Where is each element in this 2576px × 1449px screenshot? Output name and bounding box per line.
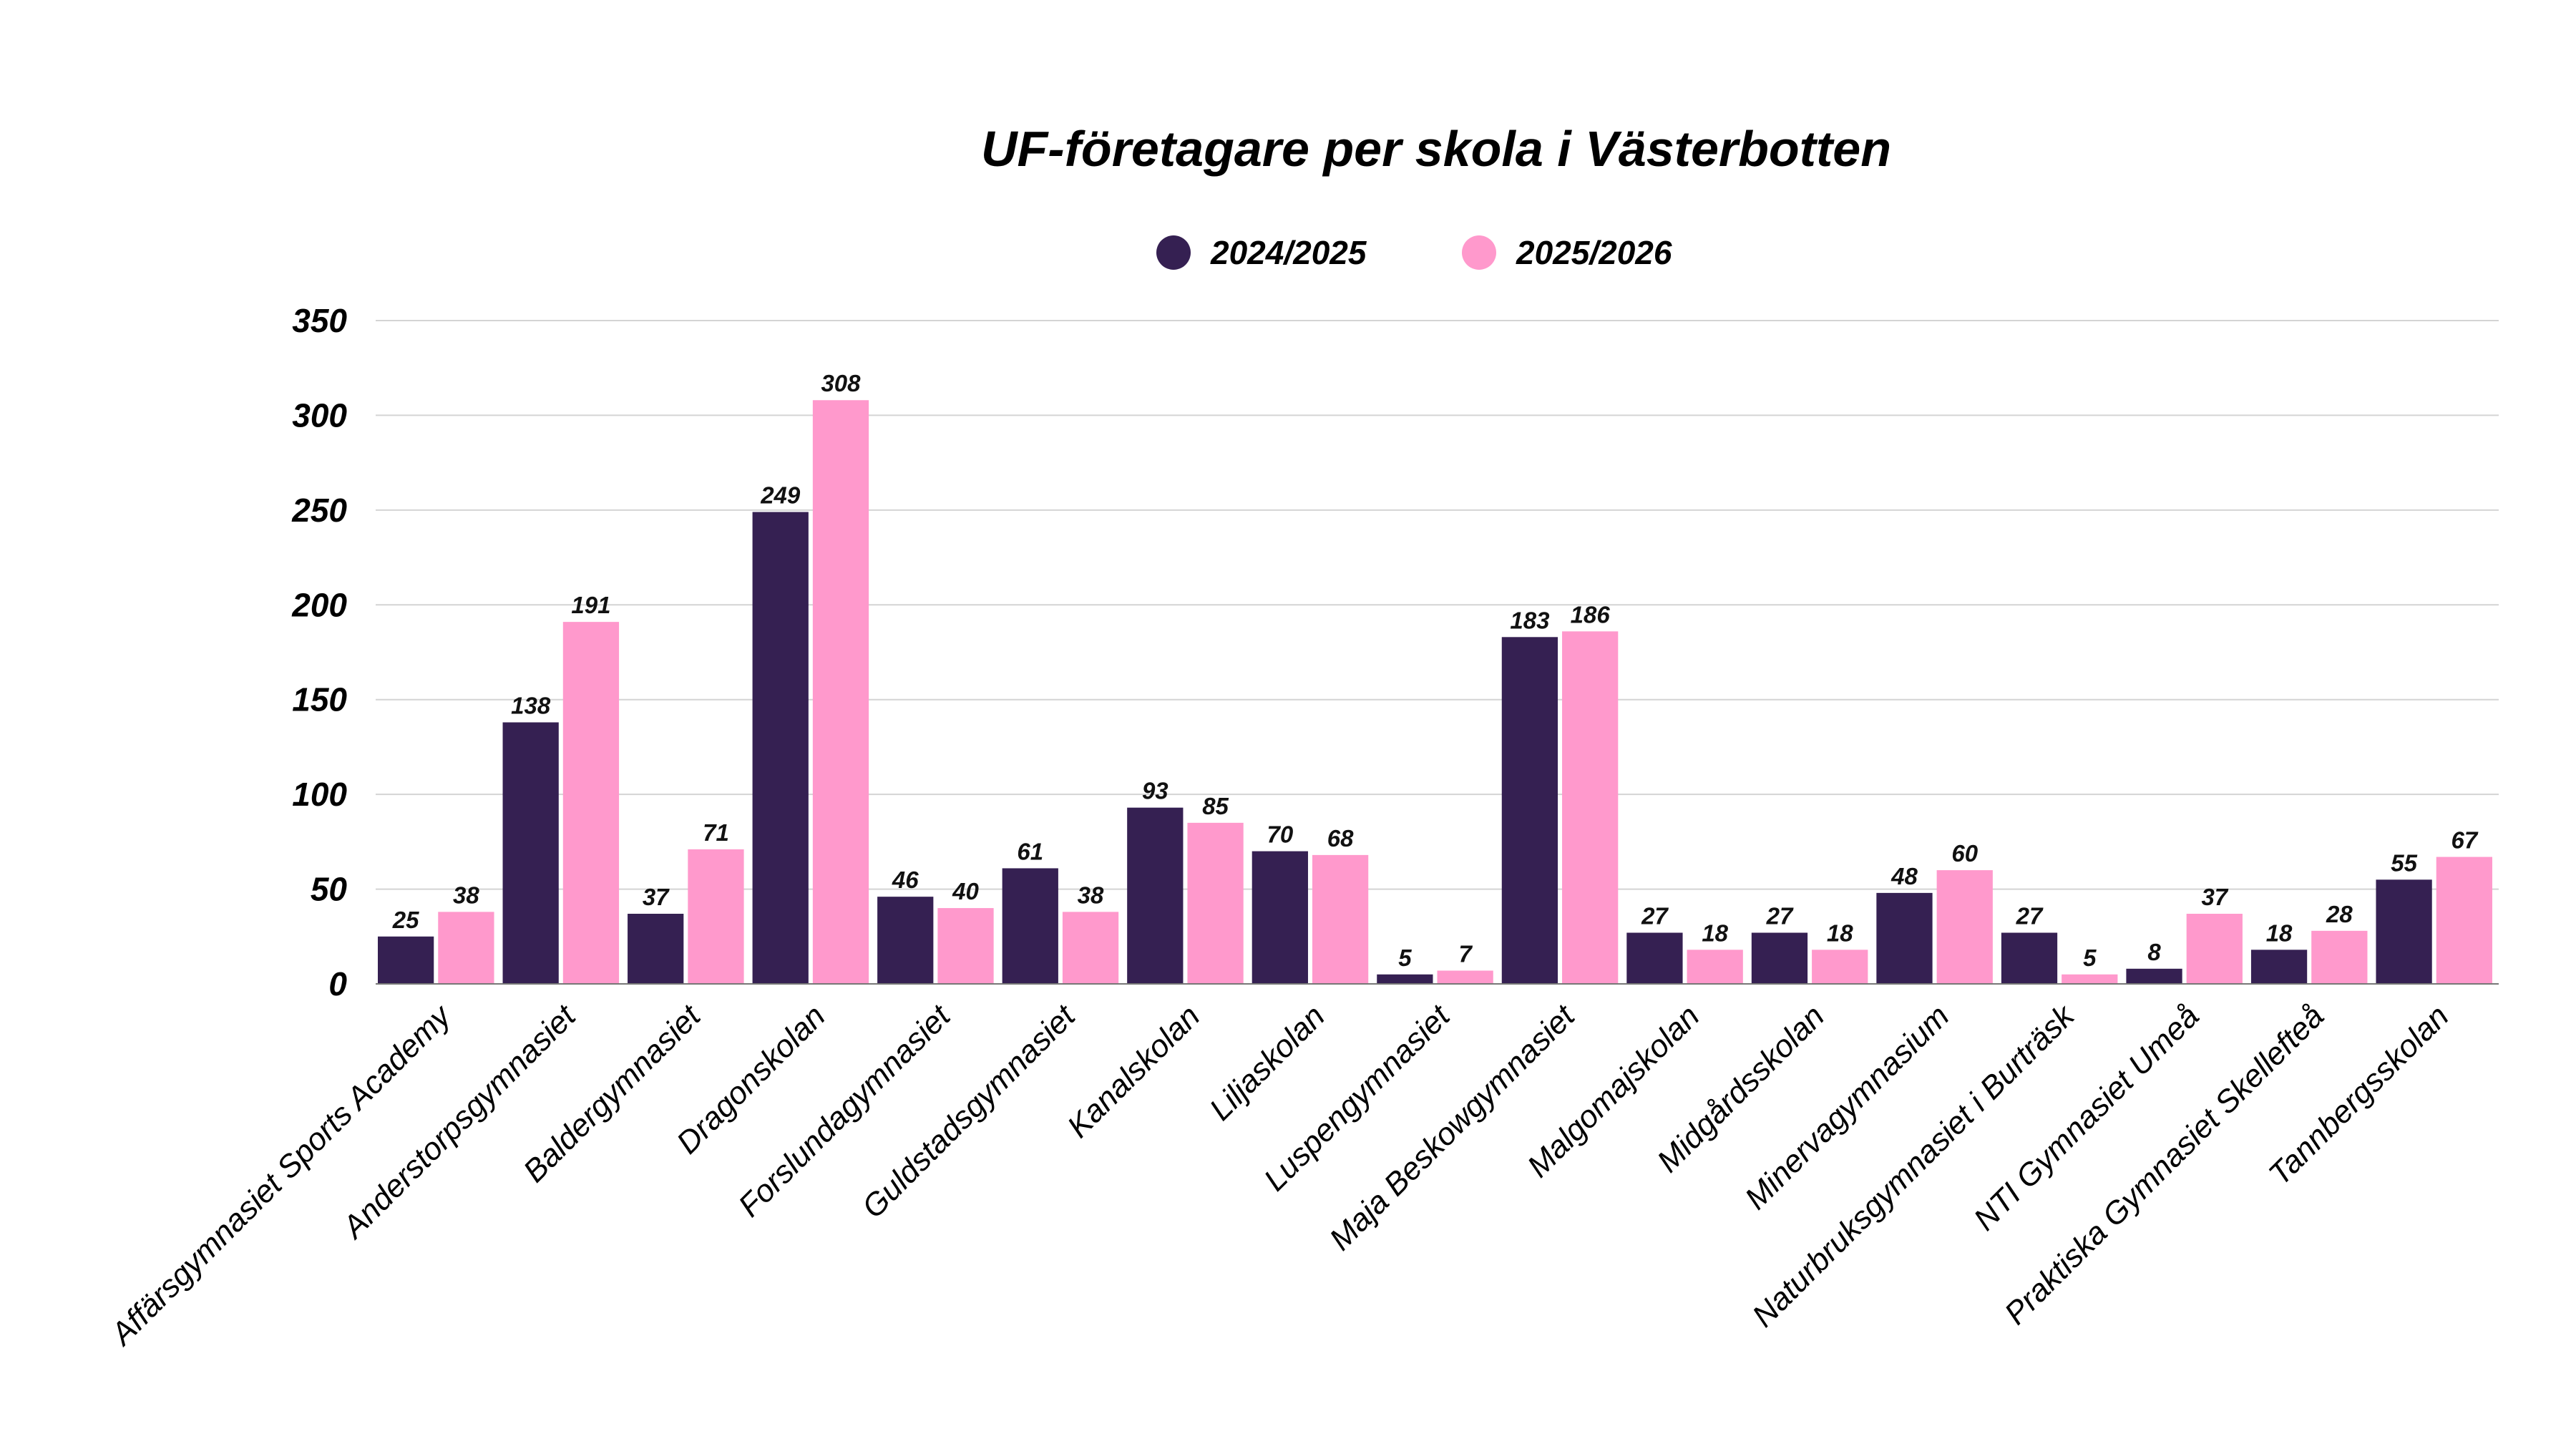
data-label: 48 [1890,863,1918,889]
data-label: 18 [1702,919,1728,946]
bar-2024-2025 [877,897,934,984]
data-label: 38 [1078,882,1104,908]
y-axis: 0 50 100 150 200 250 300 350 [291,302,347,1002]
legend-marker-2025-2026 [1462,235,1496,270]
data-label: 27 [1766,902,1794,929]
data-label: 37 [2201,884,2228,910]
data-label: 18 [2266,919,2293,946]
data-label: 186 [1571,601,1611,628]
y-tick-label: 350 [292,302,347,339]
data-label: 70 [1267,821,1293,848]
data-label: 60 [1951,840,1978,867]
bar-2025-2026 [2436,857,2492,984]
legend-marker-2024-2025 [1156,235,1191,270]
bar-2025-2026 [1187,822,1244,984]
bar-2024-2025 [1501,637,1558,984]
x-tick-label: Minervagymnasium [1738,998,1956,1216]
y-tick-label: 100 [292,776,347,813]
x-tick-label: Maja Beskowgymnasiet [1323,997,1583,1257]
legend-label: 2025/2026 [1516,234,1672,271]
bar-2024-2025 [1626,932,1683,984]
bar-2024-2025 [2250,950,2308,984]
bar-2025-2026 [438,912,494,984]
data-label: 28 [2326,901,2353,927]
x-tick-label: Liljaskolan [1203,998,1332,1127]
data-label: 61 [1017,838,1043,864]
bar-2025-2026 [1062,912,1119,984]
bar-2024-2025 [1002,868,1058,984]
data-label: 67 [2451,827,2479,854]
bar-2025-2026 [1687,950,1743,984]
bar-2025-2026 [2186,914,2243,984]
legend: 2024/2025 2025/2026 [1156,234,1672,271]
bar-2025-2026 [2062,974,2118,984]
x-tick-label: Anderstorpsgymnasiet [335,997,584,1246]
bar-2024-2025 [502,722,559,984]
data-label: 308 [821,370,861,396]
data-label: 68 [1327,825,1354,852]
x-tick-label: NTI Gymnasiet Umeå [1967,998,2206,1237]
bar-2024-2025 [2126,968,2182,984]
bar-2024-2025 [1377,974,1433,984]
x-tick-label: Guldstadsgymnasiet [855,997,1083,1225]
bar-2024-2025 [1252,851,1308,984]
data-label: 7 [1458,940,1473,967]
bar-2024-2025 [1876,892,1933,984]
data-label: 37 [643,884,670,910]
data-label: 27 [1641,902,1669,929]
data-label: 5 [1398,945,1412,971]
data-label: 18 [1827,919,1853,946]
x-axis: Affärsgymnasiet Sports AcademyAnderstorp… [103,997,2456,1353]
bar-2025-2026 [937,908,994,984]
bar-2024-2025 [628,914,684,984]
y-tick-label: 250 [291,492,347,529]
bar-2024-2025 [378,936,434,984]
data-label: 27 [2016,902,2044,929]
bar-2024-2025 [1751,932,1808,984]
y-tick-label: 0 [328,965,347,1002]
gridlines [376,320,2499,890]
data-label: 38 [453,882,479,908]
bar-2024-2025 [752,512,809,984]
data-label: 40 [952,878,979,904]
data-label: 138 [511,692,551,718]
legend-label: 2024/2025 [1210,234,1367,271]
y-tick-label: 50 [311,871,348,908]
bars [378,400,2492,984]
y-tick-label: 300 [292,396,347,434]
data-label: 25 [392,907,419,933]
bar-2025-2026 [1812,950,1868,984]
y-tick-label: 150 [292,681,347,718]
x-tick-label: Forslundagymnasiet [732,997,958,1224]
y-tick-label: 200 [291,586,347,623]
bar-2025-2026 [1562,631,1619,984]
data-label: 183 [1510,607,1549,633]
x-tick-label: Kanalskolan [1060,998,1206,1144]
data-label: 71 [703,819,729,846]
data-label: 85 [1202,793,1229,819]
bar-2025-2026 [1936,870,1993,984]
bar-2025-2026 [1312,854,1369,984]
bar-2024-2025 [2001,932,2058,984]
bar-2024-2025 [1127,807,1184,984]
data-label: 46 [892,867,919,893]
data-label: 93 [1142,778,1169,804]
data-label: 5 [2083,945,2097,971]
bar-2025-2026 [2311,930,2368,984]
data-label: 249 [760,482,801,509]
bar-2025-2026 [562,622,620,984]
bar-2025-2026 [688,849,744,984]
data-label: 55 [2391,849,2417,876]
bar-2025-2026 [812,400,869,984]
data-label: 8 [2147,939,2161,965]
data-label: 191 [571,592,610,618]
chart-title: UF-företagare per skola i Västerbotten [981,121,1891,177]
bar-2025-2026 [1437,970,1493,984]
bar-2024-2025 [2376,879,2432,984]
